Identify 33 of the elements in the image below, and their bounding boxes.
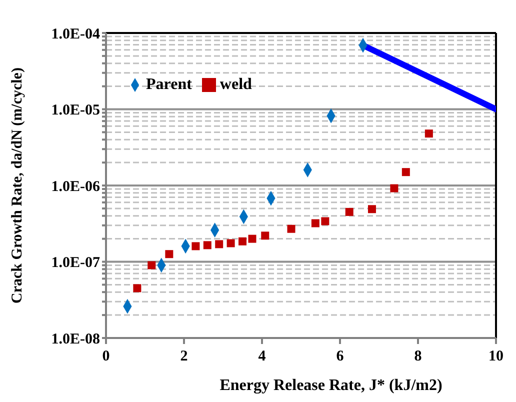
point (248, 234, 256, 243)
point (238, 237, 246, 246)
y-tick-label: 1.0E-06 (51, 178, 100, 195)
x-tick-label: 8 (414, 348, 422, 365)
y-tick-label: 1.0E-08 (51, 331, 100, 348)
point (226, 239, 235, 248)
point (402, 168, 410, 176)
point (165, 250, 174, 258)
y-tick-label: 1.0E-07 (51, 255, 100, 272)
x-tick-label: 10 (488, 348, 504, 365)
point (311, 219, 320, 228)
point (368, 205, 376, 214)
x-tick-label: 4 (258, 348, 266, 365)
point (148, 261, 156, 270)
point (133, 284, 142, 292)
point (261, 232, 270, 240)
x-tick-label: 2 (180, 348, 188, 365)
point (215, 240, 224, 248)
x-tick-label: 6 (336, 348, 344, 365)
point (390, 184, 398, 192)
x-tick-label: 0 (102, 348, 110, 365)
y-tick-label: 1.0E-04 (51, 26, 100, 42)
point (192, 242, 200, 250)
point (203, 241, 212, 250)
legend-label: Parent (146, 76, 192, 93)
y-tick-label: 1.0E-05 (51, 102, 100, 119)
point (321, 217, 330, 226)
legend-label: weld (220, 76, 252, 93)
point (287, 224, 296, 233)
point (345, 208, 354, 216)
y-axis-title: Crack Growth Rate, da/dN (m/cycle) (9, 68, 26, 304)
point (424, 130, 433, 138)
x-axis-title: Energy Release Rate, J* (kJ/m2) (220, 377, 442, 394)
